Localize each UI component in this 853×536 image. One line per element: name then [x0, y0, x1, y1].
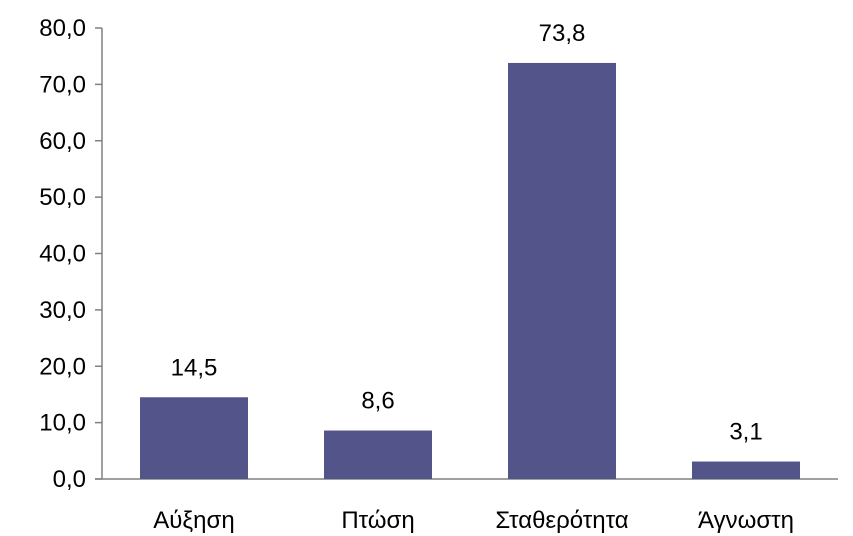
- x-category-label: Σταθερότητα: [495, 507, 628, 534]
- y-tick-label: 70,0: [39, 71, 86, 98]
- y-tick-label: 50,0: [39, 184, 86, 211]
- y-tick-label: 80,0: [39, 15, 86, 42]
- bar-4: [692, 461, 800, 479]
- bar-1: [140, 397, 248, 479]
- x-category-label: Άγνωστη: [698, 507, 794, 534]
- y-tick-label: 10,0: [39, 410, 86, 437]
- axes-layer: 0,0 10,0 20,0 30,0 40,0 50,0 60,0 70,0 80,0: [39, 15, 838, 493]
- data-label: 73,8: [539, 20, 586, 47]
- x-category-label: Πτώση: [341, 507, 414, 534]
- bars-layer: [140, 62, 800, 479]
- y-tick-label: 0,0: [53, 466, 86, 493]
- data-label: 3,1: [729, 419, 762, 446]
- data-label: 8,6: [361, 388, 394, 415]
- x-category-label: Αύξηση: [153, 507, 234, 534]
- bar-2: [324, 430, 432, 479]
- labels-layer: 14,5 Αύξηση 8,6 Πτώση 73,8 Σταθερότητα 3,1 Άγνω…: [153, 20, 794, 534]
- y-tick-label: 40,0: [39, 241, 86, 268]
- bar-3: [508, 62, 616, 479]
- y-tick-label: 60,0: [39, 128, 86, 155]
- y-tick-label: 30,0: [39, 297, 86, 324]
- y-tick-label: 20,0: [39, 353, 86, 380]
- data-label: 14,5: [171, 354, 218, 381]
